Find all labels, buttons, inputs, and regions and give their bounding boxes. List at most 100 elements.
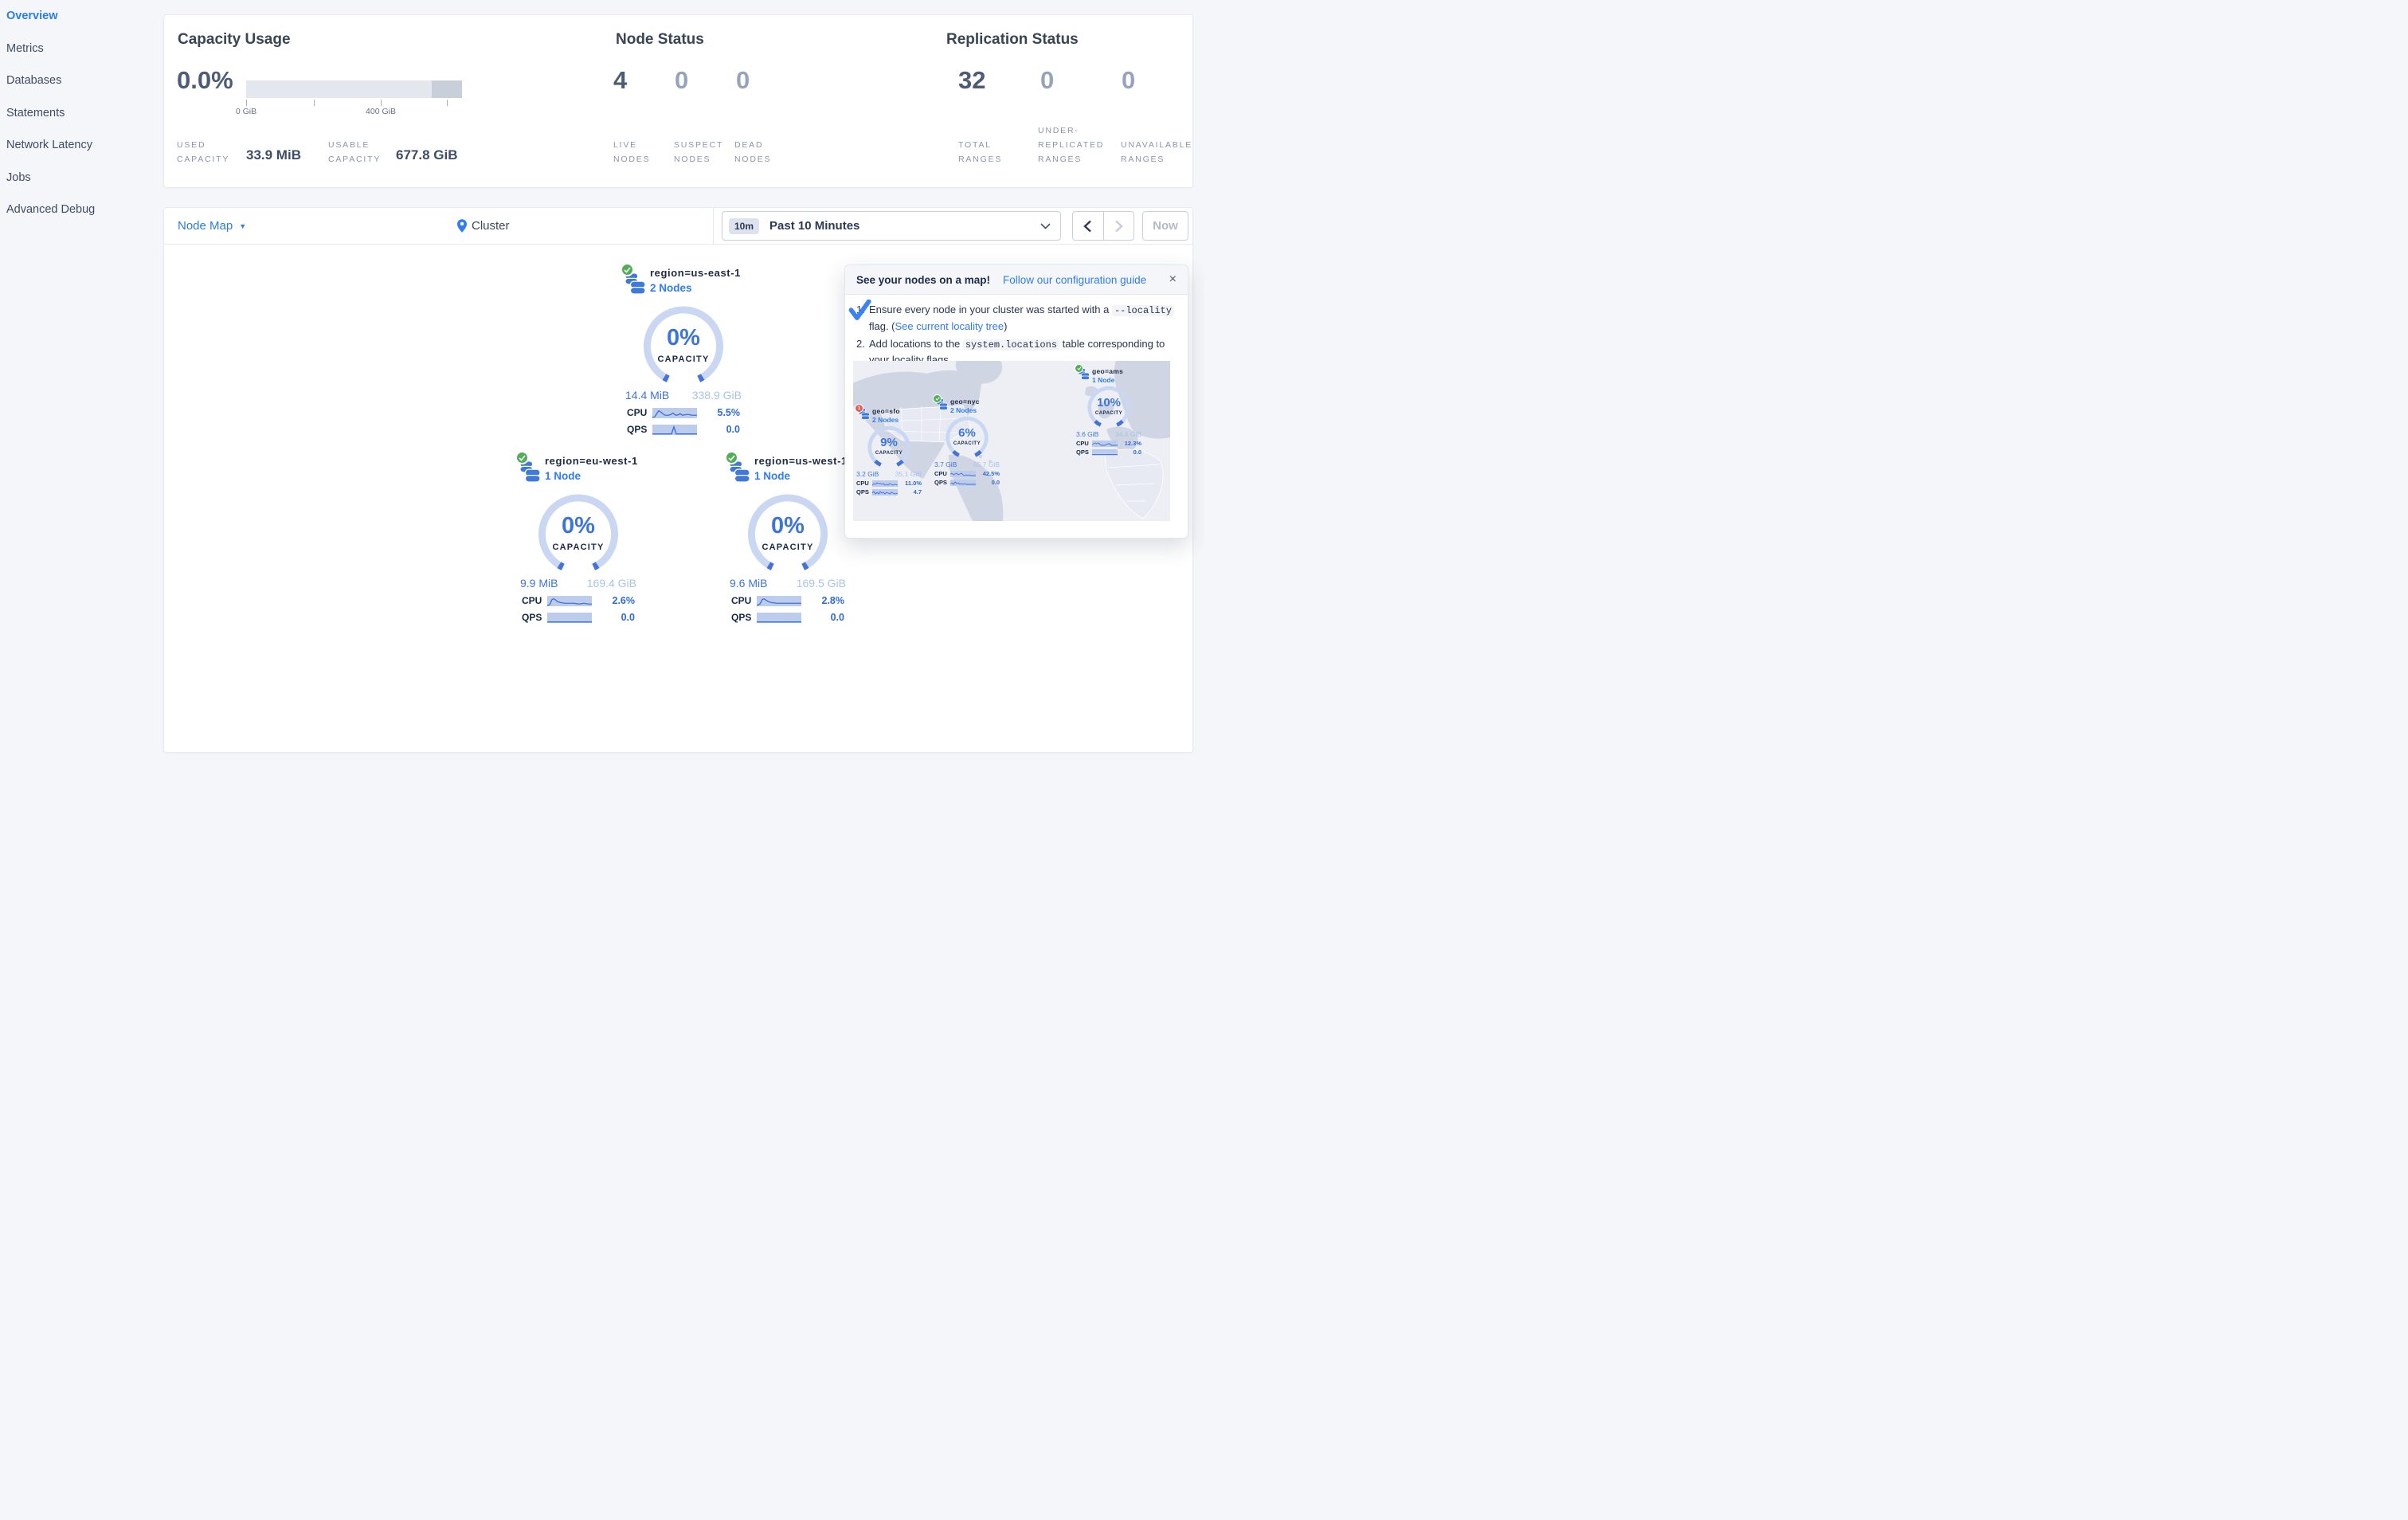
mini-node-geo-ams: geo=ams 1 Node 10% CAPACITY 3.6 GiB 34.4… [1075,364,1143,456]
sidebar-item-metrics[interactable]: Metrics [6,41,44,55]
gauge-capacity-label: CAPACITY [657,355,710,364]
mini-region-nodes: 1 Node [1092,376,1115,384]
time-range-badge: 10m [729,217,760,234]
qps-sparkline [652,424,697,435]
chevron-right-icon [1114,220,1123,232]
region-healthy-badge [725,451,738,464]
sidebar-item-advanced-debug[interactable]: Advanced Debug [6,203,96,217]
warning-badge: 1 [855,404,863,413]
region-total-capacity: 169.4 GiB [586,577,636,590]
breadcrumb-cluster-label[interactable]: Cluster [472,219,510,233]
total-ranges-count: 32 [958,66,986,94]
cpu-value: 5.5% [717,407,741,418]
qps-label: QPS [522,612,542,623]
capacity-bar-reserved-segment [432,80,462,98]
replication-status-title: Replication Status [946,31,1079,48]
sidebar-item-statements[interactable]: Statements [6,106,65,119]
capacity-gauge: 0% CAPACITY [744,493,832,575]
qps-sparkline [1092,449,1118,456]
region-node-eu-west-1[interactable]: region=eu-west-1 1 Node 0% CAPACITY 9.9 … [511,451,646,623]
region-node-us-west-1[interactable]: region=us-west-1 1 Node 0% CAPACITY 9.6 … [720,451,856,623]
region-healthy-badge [621,263,634,276]
qps-sparkline [872,488,898,496]
live-nodes-label: LIVE NODES [613,140,651,164]
cpu-sparkline [757,595,801,606]
now-button[interactable]: Now [1142,211,1188,241]
under-replicated-count: 0 [1040,66,1055,94]
capacity-usage-title: Capacity Usage [178,31,291,48]
locality-tree-link[interactable]: See current locality tree [895,319,1004,332]
cpu-label: CPU [627,407,648,418]
configuration-guide-link[interactable]: Follow our configuration guide [1003,273,1147,286]
mini-capacity-gauge: 6% CAPACITY [944,416,990,460]
sidebar-item-databases[interactable]: Databases [6,74,62,88]
capacity-bar [246,80,462,98]
dead-nodes-count: 0 [736,66,750,94]
region-healthy-badge [515,451,529,464]
popup-header: See your nodes on a map! Follow our conf… [845,265,1188,295]
qps-sparkline [757,612,801,623]
cluster-summary-panel: Capacity Usage 0.0% 0 GiB 400 GiB USED C… [163,14,1193,188]
dead-nodes-label: DEAD NODES [734,140,772,164]
healthy-badge [1075,364,1083,373]
check-icon [728,454,735,461]
region-nodes-link[interactable]: 1 Node [545,470,581,482]
close-icon[interactable]: × [1169,272,1177,286]
previous-time-button[interactable] [1073,212,1103,240]
capacity-bar-axis [246,100,462,106]
mini-capacity-gauge: 9% CAPACITY [866,425,912,469]
capacity-axis-label-0: 0 GiB [235,107,257,116]
region-nodes-link[interactable]: 2 Nodes [650,282,692,294]
qps-value: 0.0 [621,612,635,623]
view-mode-dropdown[interactable]: Node Map ▼ [178,208,246,244]
qps-label: QPS [731,612,752,623]
qps-value: 0.0 [830,612,844,623]
system-locations-code: system.locations [962,339,1060,351]
used-capacity-label: USED CAPACITY [177,140,230,164]
example-node-map-preview: 1 geo=sfo 2 Nodes [853,361,1170,521]
region-name: region=us-west-1 [754,455,848,467]
cpu-sparkline [652,407,697,418]
cpu-sparkline [1092,440,1118,447]
blue-check-icon [848,299,872,327]
region-node-us-east-1[interactable]: region=us-east-1 2 Nodes 0% CAPACITY 14.… [616,263,751,435]
region-used-capacity: 14.4 MiB [625,389,670,402]
popup-title: See your nodes on a map! [856,273,991,286]
next-time-button[interactable] [1102,212,1134,240]
sidebar-item-jobs[interactable]: Jobs [6,170,31,184]
region-used-capacity: 9.9 MiB [520,577,558,590]
sidebar-nav: Overview Metrics Databases Statements Ne… [0,0,159,760]
region-nodes-link[interactable]: 1 Node [754,470,791,482]
db-console-overview-page: Overview Metrics Databases Statements Ne… [0,0,1204,760]
suspect-nodes-count: 0 [675,66,689,94]
chevron-down-icon: ▼ [239,221,247,230]
qps-sparkline [950,479,976,486]
mini-node-geo-sfo: 1 geo=sfo 2 Nodes [855,404,922,496]
live-nodes-count: 4 [613,66,628,94]
mini-region-nodes: 2 Nodes [872,416,899,424]
usable-capacity-value: 677.8 GiB [396,147,458,163]
time-range-dropdown[interactable]: 10m Past 10 Minutes [722,211,1061,241]
usable-capacity-label: USABLE CAPACITY [328,140,382,164]
node-map-toolbar: Node Map ▼ Cluster 10m Past 10 Minutes [164,208,1192,245]
cpu-value: 2.8% [821,595,845,606]
check-icon [934,397,940,401]
unavailable-ranges-label: UNAVAILABLE RANGES [1121,140,1193,164]
cpu-value: 2.6% [612,595,636,606]
config-step-1: 1. Ensure every node in your cluster was … [856,302,1177,335]
map-pin-icon [457,219,467,233]
total-ranges-label: TOTAL RANGES [958,140,1003,164]
database-stack-icon [519,459,541,487]
check-icon [1076,366,1082,370]
sidebar-item-overview[interactable]: Overview [6,10,58,23]
mini-region-name: geo=nyc [950,398,980,405]
node-status-title: Node Status [616,31,704,48]
region-total-capacity: 338.9 GiB [691,389,742,402]
check-icon [519,454,526,461]
sidebar-item-network-latency[interactable]: Network Latency [6,139,92,152]
capacity-gauge: 0% CAPACITY [640,305,727,387]
unavailable-ranges-count: 0 [1122,66,1136,94]
popup-body: 1. Ensure every node in your cluster was … [845,295,1188,368]
region-total-capacity: 169.5 GiB [796,577,846,590]
toolbar-divider [713,208,714,244]
